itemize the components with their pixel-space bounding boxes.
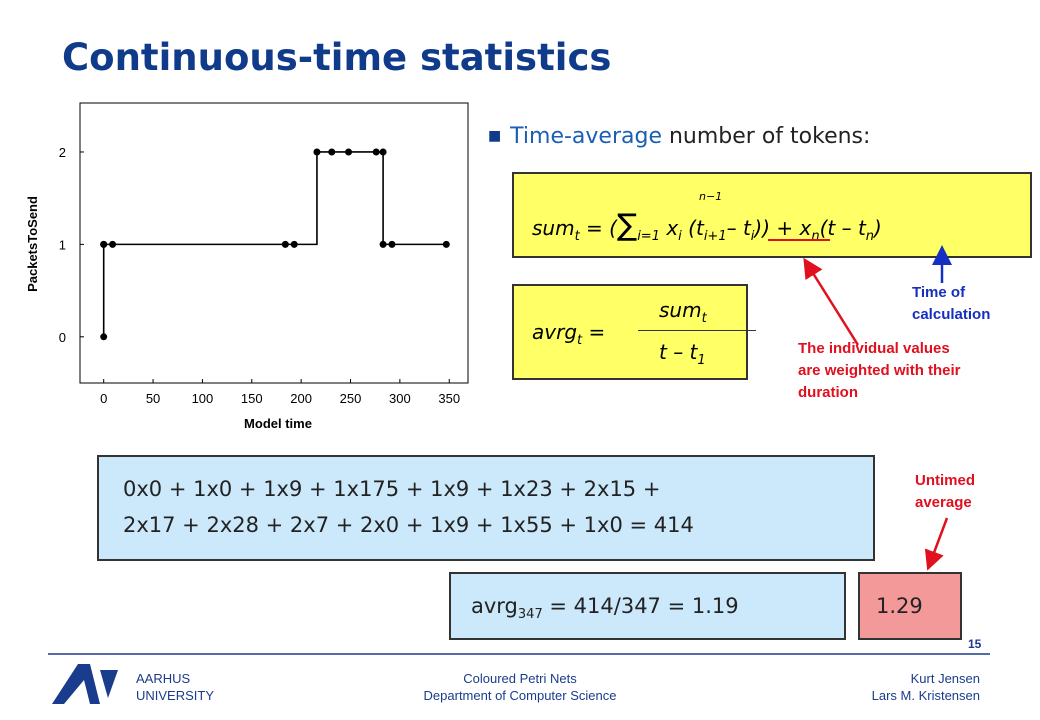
chart: 0 50 100 150 200 250 300 350 0 1 2 Model time Packet… (25, 102, 469, 431)
x-tick-label: 150 (241, 391, 263, 406)
sum-formula: sumt = (∑i=1 xi (ti+1– ti)) + xn(t – tn) (532, 208, 882, 244)
slide-title: Continuous-time statistics (62, 36, 612, 79)
data-point (388, 240, 396, 248)
sum-box: sumt = (∑i=1 xi (ti+1– ti)) + xn(t – tn)… (512, 172, 1032, 258)
data-point (379, 240, 387, 248)
data-point (100, 333, 108, 341)
avrg-lhs: avrgt = (532, 320, 605, 348)
step-line (102, 151, 447, 337)
x-axis-label: Model time (244, 416, 312, 431)
f: t (574, 229, 580, 244)
data-point (442, 240, 450, 248)
data-point (290, 240, 298, 248)
calc-line: 2x17 + 2x28 + 2x7 + 2x0 + 1x9 + 1x55 + 1… (123, 513, 694, 537)
untimed-box: 1.29 (858, 572, 962, 640)
line: are weighted with their (798, 362, 961, 379)
f: n (811, 229, 820, 244)
f: i+1 (703, 229, 727, 244)
time-average-box: avrg347 = 414/347 = 1.19 (449, 572, 846, 640)
data-point (345, 148, 353, 156)
f: x (659, 216, 679, 240)
annotation: Untimed average (915, 470, 975, 514)
data-point (328, 148, 336, 156)
line: Department of Computer Science (423, 688, 617, 703)
f: (t – t (819, 216, 866, 240)
t: avrg (471, 594, 518, 618)
bullet-highlight: Time-average (510, 124, 662, 149)
x-tick-label: 100 (192, 391, 214, 406)
f: t (577, 333, 583, 348)
f: – t (726, 216, 751, 240)
t: 347 (517, 607, 543, 623)
data-point (313, 148, 321, 156)
data-point (109, 240, 117, 248)
x-tick-label: 250 (340, 391, 362, 406)
f: avrg (532, 320, 578, 344)
numerator: sumt (659, 298, 707, 326)
line: AARHUS (136, 671, 191, 686)
x-tick-label: 0 (100, 391, 107, 406)
f: 1 (697, 353, 706, 368)
f: = ( (579, 216, 617, 240)
f: sum (659, 298, 702, 322)
fraction-bar (638, 330, 756, 331)
data-point (372, 148, 380, 156)
f: t (701, 311, 707, 326)
f: i=1 (637, 229, 660, 244)
line: UNIVERSITY (136, 688, 215, 703)
y-axis-label: PacketsToSend (25, 196, 40, 292)
arrow (803, 257, 860, 346)
y-tick-label: 2 (59, 145, 66, 160)
calculation-box: 0x0 + 1x0 + 1x9 + 1x175 + 1x9 + 1x23 + 2… (97, 455, 875, 561)
line: duration (798, 384, 858, 401)
footer-right: Kurt Jensen Lars M. Kristensen (780, 670, 980, 704)
logo-text: AARHUS UNIVERSITY (136, 670, 214, 704)
time-average: avrg347 = 414/347 = 1.19 (471, 594, 739, 622)
f: t – t (659, 340, 698, 364)
x-tick-label: 200 (290, 391, 312, 406)
sigma: ∑ (616, 208, 638, 243)
footer-center: Coloured Petri Nets Department of Compute… (370, 670, 670, 704)
line: average (915, 494, 972, 511)
bullet: ■ Time-average number of tokens: (488, 124, 870, 149)
line: calculation (912, 306, 991, 323)
line: The individual values (798, 340, 950, 357)
page-number: 15 (968, 637, 982, 651)
f: )) + x (754, 216, 812, 240)
f: i (678, 229, 682, 244)
line: Kurt Jensen (910, 671, 980, 686)
calc-line: 0x0 + 1x0 + 1x9 + 1x175 + 1x9 + 1x23 + 2… (123, 477, 661, 501)
x-tick-label: 300 (389, 391, 411, 406)
avrg-box: avrgt = sumt t – t1 (512, 284, 756, 380)
x-tick-label: 50 (146, 391, 160, 406)
f: i (750, 229, 755, 244)
sigma-upper: n−1 (699, 190, 723, 203)
f: (t (681, 216, 704, 240)
untimed-value: 1.29 (876, 594, 923, 618)
plot-frame (79, 102, 469, 384)
line: Untimed (915, 472, 975, 489)
data-point (100, 240, 108, 248)
logo-mark (52, 664, 118, 704)
f: n (865, 229, 875, 244)
bullet-text: number of tokens: (661, 124, 871, 149)
f: ) (874, 216, 882, 240)
line: Lars M. Kristensen (871, 688, 980, 703)
t: = 414/347 = 1.19 (542, 594, 739, 618)
data-point (281, 240, 289, 248)
f: sum (532, 216, 575, 240)
x-tick-label: 350 (438, 391, 460, 406)
y-tick-label: 0 (59, 330, 66, 345)
annotation: The individual values are weighted with t… (798, 338, 961, 404)
y-tick-label: 1 (59, 237, 66, 252)
data-point (379, 148, 387, 156)
bullet-marker: ■ (488, 128, 511, 144)
line: Time of (912, 284, 966, 301)
arrow (924, 517, 949, 571)
annotation: Time of calculation (912, 282, 990, 326)
denominator: t – t1 (659, 340, 706, 368)
line: Coloured Petri Nets (463, 671, 577, 686)
f: = (582, 320, 606, 344)
